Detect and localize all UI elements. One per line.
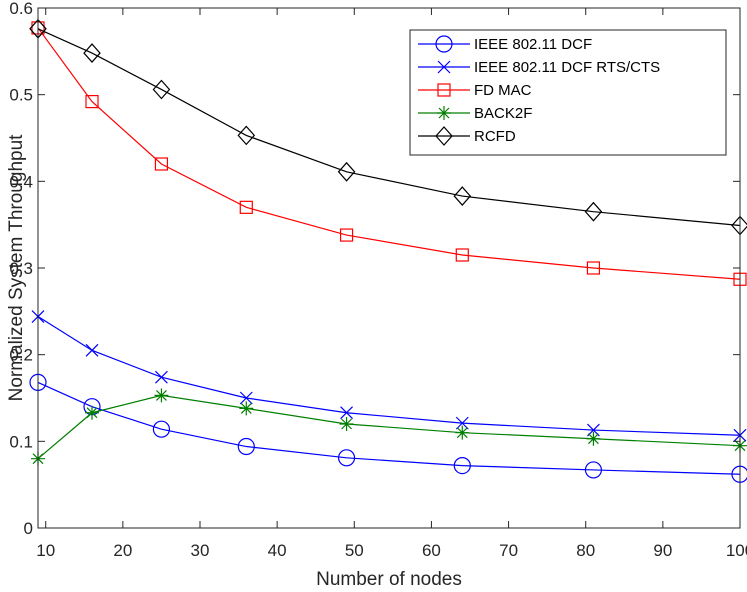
x-axis-label: Number of nodes (316, 569, 462, 590)
data-point (154, 157, 169, 171)
series-line (37, 316, 741, 436)
axes-layer: 10 20 30 40 50 60 70 80 90 100 0 0.1 0.2 0.3 0.4 0.5 0.6 (9, 0, 747, 560)
legend: IEEE 802.11 DCF IEEE 802.11 DCF RTS/CTS FD… (409, 29, 727, 156)
legend-marker (435, 126, 453, 146)
y-tick-label: 0.2 (9, 346, 33, 365)
legend-label: BACK2F (474, 105, 532, 122)
legend-entry: IEEE 802.11 DCF (418, 35, 592, 53)
legend-marker (437, 106, 451, 120)
legend-entry: RCFD (418, 126, 516, 146)
data-point (85, 405, 99, 420)
legend-entry: FD MAC (418, 82, 532, 99)
legend-marker (435, 35, 453, 53)
data-point (339, 417, 354, 431)
data-point (85, 94, 99, 109)
legend-marker (437, 83, 451, 97)
x-tick-label: 40 (268, 541, 287, 560)
y-tick-label: 0 (24, 519, 33, 538)
data-point (83, 43, 101, 63)
x-tick-label: 70 (499, 541, 518, 560)
data-point (337, 449, 356, 467)
x-tick-label: 90 (653, 541, 672, 560)
y-tick-label: 0.6 (9, 0, 33, 18)
y-tick-label: 0.1 (9, 432, 33, 451)
legend-marker (437, 60, 451, 74)
data-point (152, 420, 171, 438)
legend-label: RCFD (474, 128, 516, 145)
data-point (237, 437, 255, 456)
data-point (586, 431, 601, 446)
data-point (340, 406, 353, 420)
data-point (455, 248, 469, 262)
y-axis-label: Normalized System Throughput (6, 134, 27, 402)
data-point (584, 201, 603, 222)
x-tick-label: 100 (726, 541, 747, 560)
legend-label: FD MAC (474, 82, 532, 99)
data-point (586, 261, 601, 275)
x-tick-label: 10 (36, 541, 55, 560)
data-point (455, 416, 469, 430)
data-point (237, 125, 256, 146)
x-tick-label: 50 (345, 541, 364, 560)
data-point (152, 79, 171, 100)
data-point (584, 461, 603, 479)
data-point (455, 425, 470, 440)
x-tick-label: 20 (113, 541, 132, 560)
x-tick-label: 80 (576, 541, 595, 560)
data-point (239, 391, 253, 405)
legend-entry: IEEE 802.11 DCF RTS/CTS (418, 59, 660, 76)
data-point (85, 343, 99, 357)
series-line (37, 27, 741, 280)
data-point (453, 186, 472, 206)
y-tick-label: 0.4 (9, 172, 33, 191)
data-point (337, 161, 356, 182)
data-point (239, 200, 253, 214)
data-point (154, 388, 169, 403)
legend-label: IEEE 802.11 DCF (474, 36, 592, 53)
legend-box (409, 29, 727, 156)
data-point (155, 370, 168, 384)
y-tick-label: 0.5 (9, 86, 33, 105)
data-point (339, 228, 354, 242)
series-1 (31, 310, 747, 442)
series-layer (29, 18, 747, 483)
series-line (37, 394, 741, 460)
x-tick-label: 30 (191, 541, 210, 560)
data-point (453, 457, 471, 475)
series-line (37, 28, 741, 227)
y-tick-label: 0.3 (9, 259, 33, 278)
data-point (239, 401, 254, 416)
legend-label: IEEE 802.11 DCF RTS/CTS (474, 59, 660, 76)
x-tick-label: 60 (422, 541, 441, 560)
legend-entry: BACK2F (418, 105, 532, 122)
